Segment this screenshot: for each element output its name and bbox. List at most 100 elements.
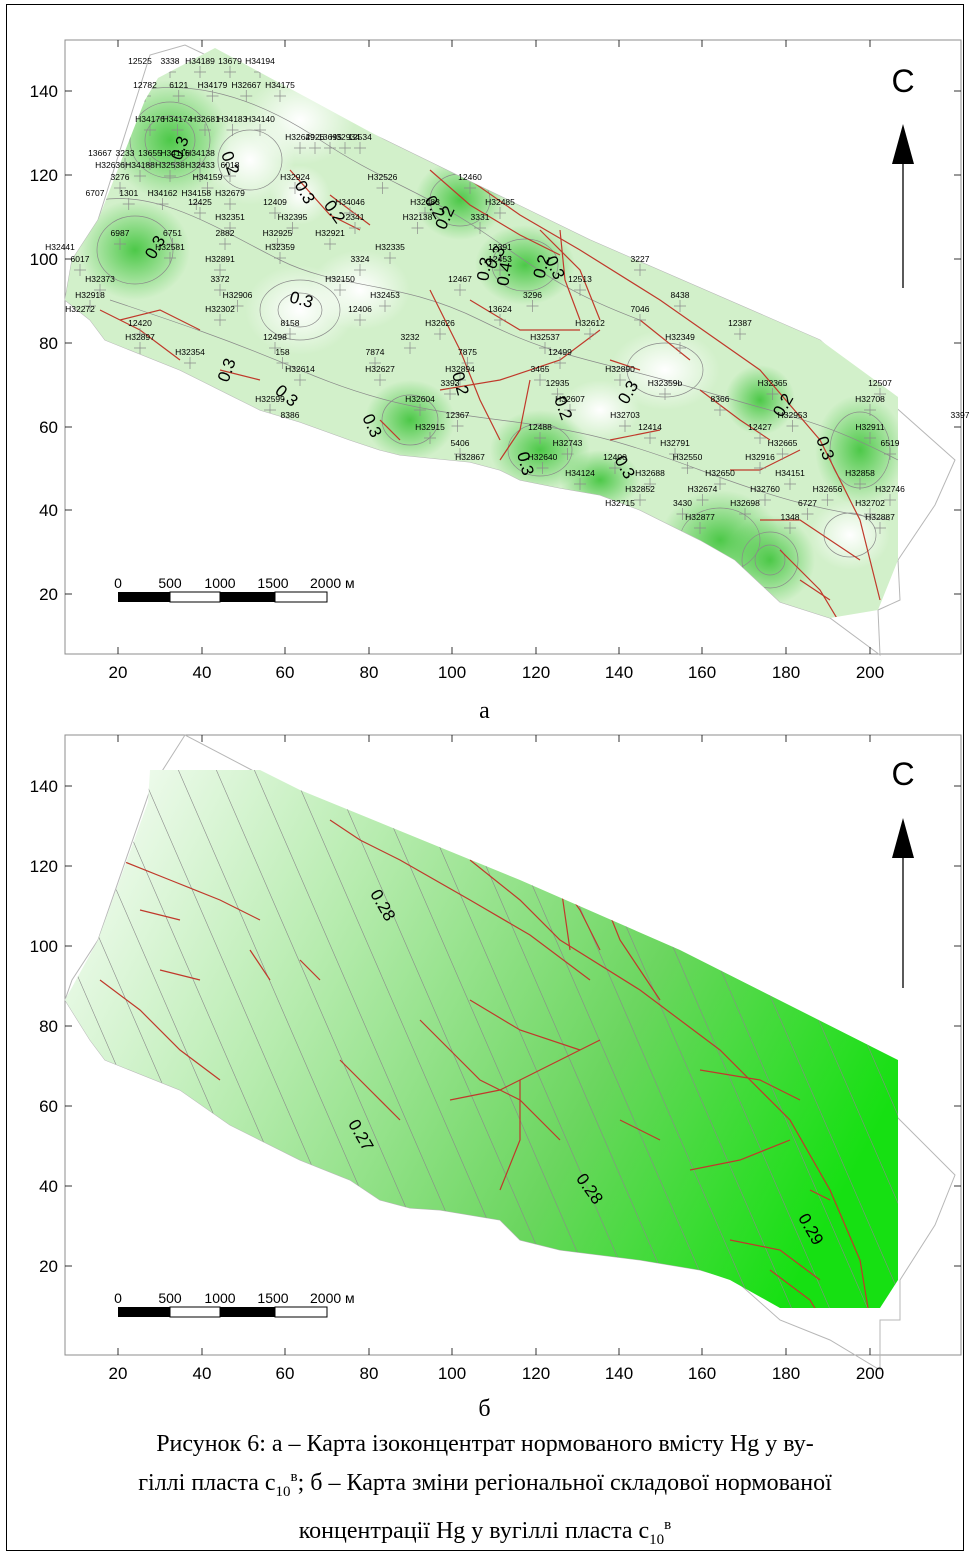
well-label: Н34162: [148, 188, 178, 198]
well-label: 13667: [88, 148, 112, 158]
well-label: Н32302: [205, 304, 235, 314]
well-label: Н32743: [553, 438, 583, 448]
well-label: Н34158: [181, 188, 211, 198]
well-label: 3397: [951, 410, 969, 420]
x-tick-label: 40: [193, 663, 212, 682]
x-tick-label: 120: [522, 1364, 550, 1383]
well-label: Н32365: [758, 378, 788, 388]
well-label: Н32626: [425, 318, 455, 328]
contour-lines: [96, 87, 898, 589]
north-arrow-icon: С: [891, 756, 915, 988]
well-label: Н32921: [315, 228, 345, 238]
regional-component-map: 0.280.270.280.29 20 40 60 80 100 120 140 160 180…: [30, 734, 962, 1383]
well-label: Н32627: [365, 364, 395, 374]
well-label: Н32925: [263, 228, 293, 238]
well-label: 3232: [401, 332, 420, 342]
fault-lines: [99, 819, 871, 1308]
well-label: 12453: [488, 254, 512, 264]
isoline-label: 0.4: [493, 261, 516, 288]
well-label: 12513: [568, 274, 592, 284]
well-label: Н32526: [368, 172, 398, 182]
well-label: 8158: [281, 318, 300, 328]
well-label: 12499: [548, 347, 572, 357]
well-label: 12488: [528, 422, 552, 432]
well-label: Н32614: [285, 364, 315, 374]
well-label: Н32791: [660, 438, 690, 448]
well-label: Н32335: [375, 242, 405, 252]
well-label: Н34116: [160, 148, 189, 158]
well-label: 2882: [216, 228, 235, 238]
y-tick-label: 120: [30, 857, 58, 876]
well-label: Н32698: [730, 498, 760, 508]
y-tick-label: 60: [39, 418, 58, 437]
well-label: Н32911: [855, 422, 884, 432]
caption-subscript-2: 10: [649, 1531, 665, 1548]
well-label: Н32858: [845, 468, 875, 478]
y-tick-label: 80: [39, 334, 58, 353]
well-label: Н34179: [198, 80, 228, 90]
well-label: Н32272: [65, 304, 95, 314]
well-label: Н32746: [875, 484, 905, 494]
well-label: Н34151: [775, 468, 805, 478]
well-label: 1301: [119, 188, 138, 198]
x-tick-label: 40: [193, 1364, 212, 1383]
well-label: Н32702: [855, 498, 885, 508]
well-label: Н32688: [635, 468, 665, 478]
north-label: С: [891, 756, 914, 792]
well-label: Н32924: [280, 172, 310, 182]
well-label: Н32934: [330, 132, 360, 142]
y-tick-label: 120: [30, 166, 58, 185]
well-label: 8366: [711, 394, 730, 404]
well-label: 12425: [188, 197, 212, 207]
caption-line-1: Рисунок 6: а – Карта ізоконцентрат нормо…: [156, 1431, 814, 1457]
scale-label-0: 0: [114, 575, 122, 591]
well-label: 7046: [631, 304, 650, 314]
well-label: Н32604: [405, 394, 435, 404]
scale-label-1000: 1000: [204, 575, 235, 591]
well-label: Н32708: [855, 394, 885, 404]
well-label: Н34140: [245, 114, 275, 124]
well-label: 12400: [603, 452, 627, 462]
well-label: Н32483: [410, 197, 440, 207]
well-label: 6751: [163, 228, 182, 238]
x-tick-label: 200: [856, 1364, 884, 1383]
scale-label-1000: 1000: [204, 1290, 235, 1306]
scale-bar: 0 500 1000 1500 2000 м: [114, 1290, 355, 1318]
well-label: 12391: [488, 242, 512, 252]
well-label: 3233: [116, 148, 135, 158]
scale-label-500: 500: [158, 575, 182, 591]
well-label: Н32581: [155, 242, 185, 252]
well-label: Н32915: [415, 422, 445, 432]
well-label: 12534: [348, 132, 372, 142]
y-tick-label: 140: [30, 777, 58, 796]
x-tick-label: 180: [772, 1364, 800, 1383]
well-label: 2341: [346, 212, 365, 222]
well-label: Н32890: [605, 364, 635, 374]
well-label: Н34194: [245, 56, 275, 66]
axes: 20 40 60 80 100 120 140 160 180 20014012010080604…: [30, 40, 961, 682]
well-label: 1348: [781, 512, 800, 522]
isoconcentration-map: 12525 3338 Н34189 13679 Н34194 12782 6121 Н3417…: [30, 39, 969, 682]
map-panel-a: 12525 3338 Н34189 13679 Н34194 12782 6121 Н3417…: [0, 0, 969, 740]
well-label: 12409: [263, 197, 287, 207]
isoline-label: 0.3: [473, 256, 496, 283]
well-label: Н32667: [231, 80, 261, 90]
well-label: 3465: [531, 364, 550, 374]
well-label: Н32867: [455, 452, 485, 462]
caption-subscript-1: 10: [275, 1483, 291, 1500]
x-tick-label: 180: [772, 663, 800, 682]
caption-line-2-end: ; б – Карта зміни регіональної складової…: [297, 1470, 832, 1496]
well-label: Н32453: [370, 290, 400, 300]
well-label: Н32612: [575, 318, 605, 328]
well-label: Н32703: [610, 410, 640, 420]
scale-label-2000: 2000 м: [310, 575, 355, 591]
well-label: Н32485: [485, 197, 515, 207]
well-label: 3296: [523, 290, 542, 300]
x-tick-label: 160: [688, 663, 716, 682]
well-label: Н32649: [285, 132, 315, 142]
y-tick-label: 100: [30, 937, 58, 956]
figure-frame: [6, 4, 964, 1551]
well-label: Н34175: [265, 80, 295, 90]
well-label: Н32679: [215, 188, 245, 198]
x-tick-label: 60: [276, 663, 295, 682]
